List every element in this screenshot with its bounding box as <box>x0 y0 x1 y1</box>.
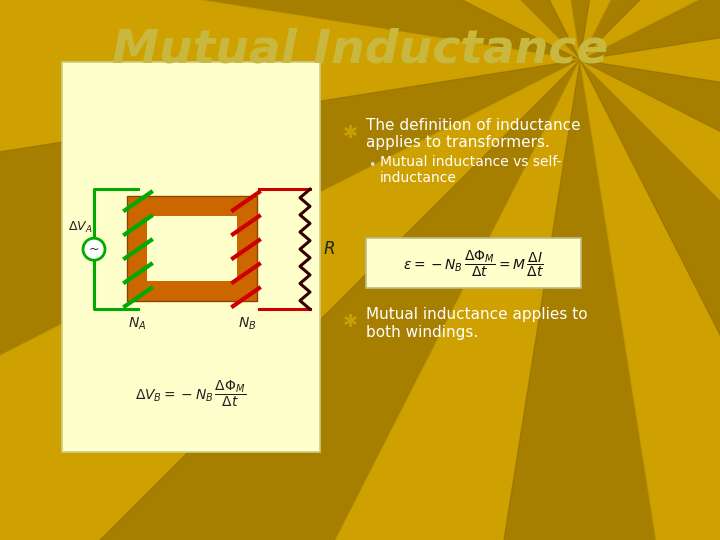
Polygon shape <box>580 0 720 60</box>
Text: inductance: inductance <box>380 171 457 185</box>
Polygon shape <box>439 60 720 540</box>
Polygon shape <box>580 0 720 60</box>
Text: both windings.: both windings. <box>366 325 478 340</box>
Bar <box>366 238 581 288</box>
Text: •: • <box>368 159 375 172</box>
Text: Mutual inductance vs self-: Mutual inductance vs self- <box>380 155 562 169</box>
Text: applies to transformers.: applies to transformers. <box>366 136 550 151</box>
Circle shape <box>83 238 105 260</box>
Polygon shape <box>0 60 580 540</box>
Polygon shape <box>171 0 580 60</box>
Bar <box>62 62 320 452</box>
Text: ✱: ✱ <box>343 124 358 142</box>
Bar <box>127 196 257 301</box>
Polygon shape <box>580 60 720 540</box>
Polygon shape <box>580 0 720 60</box>
Polygon shape <box>580 60 720 540</box>
Polygon shape <box>580 0 720 60</box>
Polygon shape <box>0 0 580 60</box>
Polygon shape <box>0 60 580 469</box>
Polygon shape <box>439 0 720 60</box>
Polygon shape <box>171 60 580 540</box>
Text: Mutual Inductance: Mutual Inductance <box>112 28 608 72</box>
Text: $\Delta V_A$: $\Delta V_A$ <box>68 220 92 235</box>
Polygon shape <box>0 60 580 540</box>
Polygon shape <box>580 60 720 469</box>
Text: ~: ~ <box>89 242 99 256</box>
Text: R: R <box>324 240 336 258</box>
Text: $\Delta V_B = -N_B\,\dfrac{\Delta\Phi_M}{\Delta t}$: $\Delta V_B = -N_B\,\dfrac{\Delta\Phi_M}… <box>135 379 246 409</box>
Text: $N_B$: $N_B$ <box>238 315 256 332</box>
Text: Mutual inductance applies to: Mutual inductance applies to <box>366 307 588 322</box>
Polygon shape <box>580 0 720 201</box>
Polygon shape <box>0 0 580 201</box>
Polygon shape <box>580 60 720 540</box>
Text: $\varepsilon = -N_B\,\dfrac{\Delta\Phi_M}{\Delta t} = M\,\dfrac{\Delta I}{\Delta: $\varepsilon = -N_B\,\dfrac{\Delta\Phi_M… <box>403 248 544 279</box>
Text: The definition of inductance: The definition of inductance <box>366 118 580 133</box>
Bar <box>147 216 237 281</box>
Text: ✱: ✱ <box>343 313 358 331</box>
Text: $N_A$: $N_A$ <box>128 315 146 332</box>
Polygon shape <box>0 0 580 60</box>
Polygon shape <box>0 0 580 60</box>
